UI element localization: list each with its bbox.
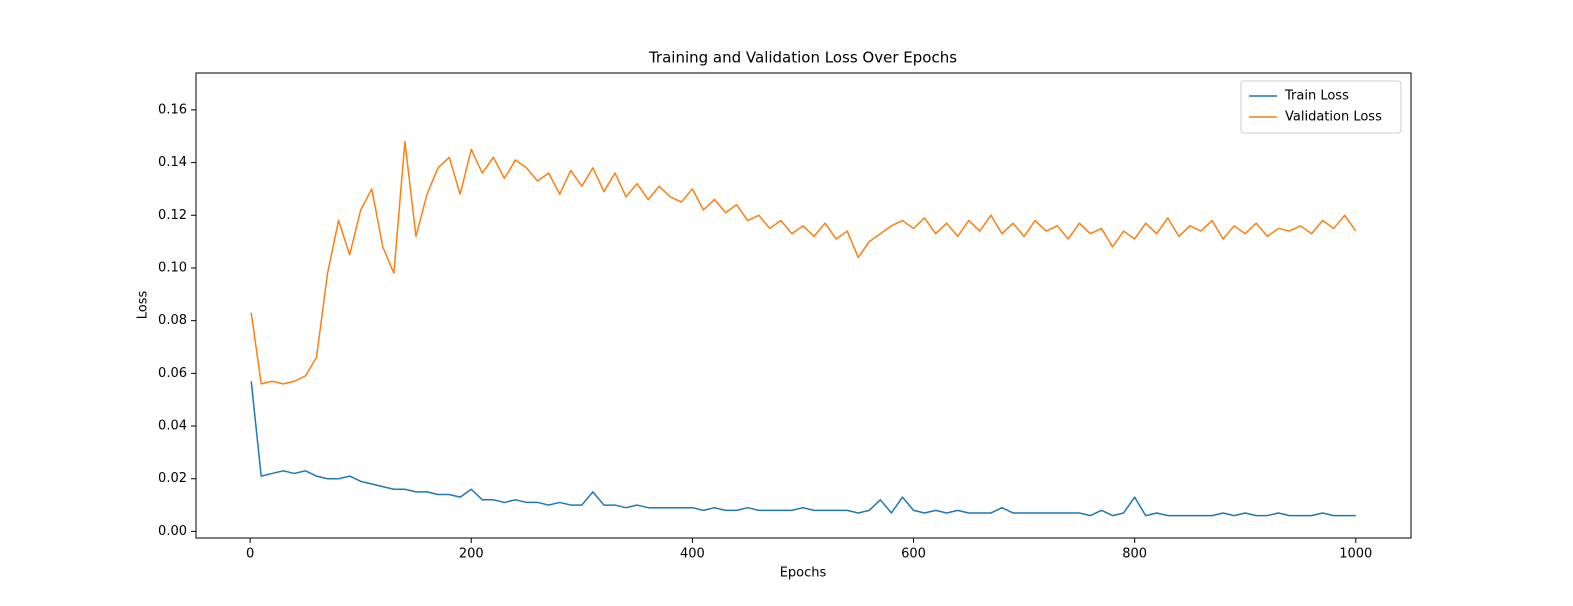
legend-label: Train Loss: [1284, 89, 1349, 104]
line-series: [250, 381, 1356, 517]
plot-frame: [195, 72, 1412, 539]
y-tick-label: 0.08: [158, 313, 187, 328]
chart-title: Training and Validation Loss Over Epochs: [648, 49, 957, 67]
y-tick-label: 0.12: [158, 208, 187, 223]
y-tick-label: 0.10: [158, 260, 187, 275]
legend-label: Validation Loss: [1285, 110, 1382, 125]
x-axis-label: Epochs: [780, 566, 827, 581]
y-tick-label: 0.14: [158, 155, 187, 170]
y-tick-label: 0.00: [158, 524, 187, 539]
y-tick-label: 0.06: [158, 366, 187, 381]
x-tick-label: 800: [1122, 547, 1147, 562]
x-tick-label: 400: [680, 547, 705, 562]
y-tick-label: 0.16: [158, 102, 187, 117]
y-tick-label: 0.04: [158, 419, 187, 434]
y-tick-label: 0.02: [158, 471, 187, 486]
y-axis-label: Loss: [136, 291, 151, 320]
x-tick-label: 600: [901, 547, 926, 562]
line-series: [250, 140, 1357, 385]
x-tick-label: 200: [459, 547, 484, 562]
x-tick-label: 0: [246, 547, 254, 562]
x-tick-label: 1000: [1339, 547, 1372, 562]
legend-box: [1240, 80, 1402, 134]
